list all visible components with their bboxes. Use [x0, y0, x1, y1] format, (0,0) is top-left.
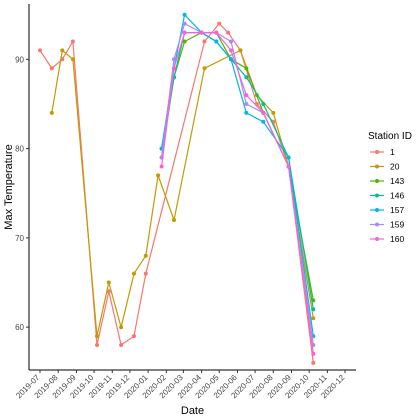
data-point	[229, 48, 233, 53]
legend-label: 143	[390, 176, 404, 186]
legend: Station ID 1 20 143 146 157 159 160	[368, 131, 412, 244]
data-point	[156, 173, 161, 178]
legend-item-20: 20	[370, 162, 400, 172]
data-point	[261, 102, 266, 106]
legend-item-159: 159	[370, 220, 404, 230]
data-point	[132, 334, 136, 339]
legend-key-point	[375, 237, 379, 241]
data-point	[311, 360, 316, 365]
data-point	[49, 66, 54, 71]
x-axis-ticks: 2019-072019-082019-092019-102019-112019-…	[14, 370, 347, 400]
y-axis-title: Max Temperature	[3, 144, 15, 229]
data-point	[244, 75, 249, 80]
series-1	[38, 21, 316, 365]
data-point	[172, 218, 176, 222]
data-point	[229, 57, 233, 62]
data-point	[60, 48, 65, 53]
data-point	[70, 39, 75, 44]
data-point	[199, 30, 204, 35]
series-160	[159, 30, 316, 356]
legend-item-160: 160	[370, 234, 404, 244]
data-point	[244, 66, 249, 71]
legend-item-143: 143	[370, 176, 404, 186]
legend-key-point	[375, 222, 379, 227]
legend-key-point	[375, 208, 379, 212]
series-146	[159, 30, 316, 312]
data-point	[172, 57, 176, 62]
data-point	[132, 271, 136, 276]
y-axis-ticks: 60 70 80 90	[15, 55, 29, 332]
data-point	[106, 289, 111, 294]
y-tick-label: 70	[15, 234, 24, 243]
legend-key-point	[375, 179, 379, 183]
data-point	[226, 30, 231, 35]
data-point	[119, 343, 124, 347]
data-point	[244, 102, 249, 106]
data-point	[143, 271, 148, 276]
data-point	[261, 110, 266, 115]
legend-title: Station ID	[368, 131, 412, 142]
data-point	[238, 48, 243, 53]
data-point	[182, 21, 187, 26]
y-tick-label: 80	[15, 145, 24, 154]
y-tick-label: 90	[15, 55, 24, 64]
data-point	[217, 21, 222, 26]
legend-key-point	[375, 150, 379, 154]
data-point	[311, 316, 316, 321]
data-point	[271, 110, 276, 115]
data-point	[261, 119, 266, 124]
y-tick-label: 60	[15, 323, 24, 332]
data-point	[244, 110, 249, 115]
data-point	[202, 39, 207, 44]
legend-label: 146	[390, 191, 404, 201]
legend-items: 1 20 143 146 157 159 160	[370, 147, 404, 244]
data-point	[286, 155, 291, 160]
data-point	[214, 39, 219, 44]
data-point	[311, 351, 316, 356]
legend-label: 160	[390, 234, 404, 244]
data-point	[229, 39, 233, 44]
series-line-160	[161, 32, 314, 354]
series-layer	[38, 12, 316, 365]
legend-key-point	[375, 193, 379, 198]
legend-label: 159	[390, 220, 404, 230]
data-point	[38, 48, 42, 53]
data-point	[244, 93, 249, 98]
data-point	[106, 280, 111, 285]
legend-item-1: 1	[370, 147, 395, 157]
data-point	[182, 39, 187, 44]
legend-item-157: 157	[370, 205, 404, 215]
series-143	[159, 30, 316, 303]
data-point	[119, 325, 124, 330]
series-line-1	[39, 22, 314, 363]
data-point	[182, 12, 187, 17]
data-point	[159, 164, 164, 169]
legend-label: 20	[390, 162, 400, 172]
series-line-20	[51, 49, 314, 337]
data-point	[311, 307, 316, 312]
data-point	[95, 334, 99, 339]
legend-key-point	[375, 164, 379, 169]
data-point	[70, 57, 75, 62]
x-axis-title: Date	[181, 405, 204, 417]
data-point	[143, 253, 148, 258]
data-point	[172, 66, 176, 71]
legend-item-146: 146	[370, 191, 404, 201]
data-point	[214, 30, 219, 35]
data-point	[182, 30, 187, 35]
data-point	[95, 343, 99, 347]
legend-label: 1	[390, 147, 395, 157]
legend-label: 157	[390, 205, 404, 215]
series-20	[49, 48, 316, 339]
data-point	[286, 164, 291, 169]
data-point	[49, 110, 54, 115]
data-point	[202, 66, 207, 71]
